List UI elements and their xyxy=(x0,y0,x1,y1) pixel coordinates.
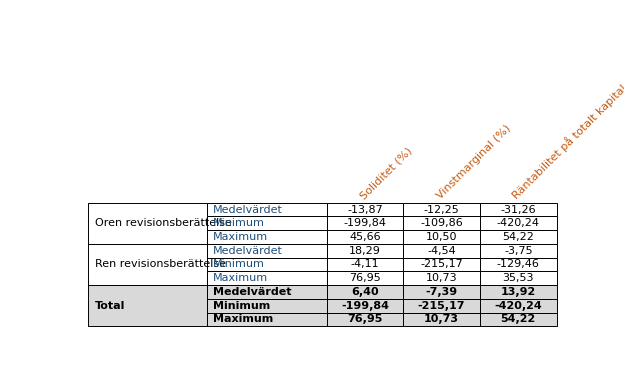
Text: -4,54: -4,54 xyxy=(427,246,456,256)
Bar xyxy=(207,230,327,244)
Text: Medelvärdet: Medelvärdet xyxy=(213,204,283,214)
Text: -7,39: -7,39 xyxy=(426,287,457,297)
Text: 18,29: 18,29 xyxy=(349,246,381,256)
Bar xyxy=(207,285,327,299)
Bar xyxy=(403,244,480,258)
Bar xyxy=(87,244,207,285)
Text: Minimum: Minimum xyxy=(213,260,265,269)
Bar xyxy=(403,285,480,299)
Text: Medelvärdet: Medelvärdet xyxy=(213,246,283,256)
Bar xyxy=(480,230,557,244)
Text: -12,25: -12,25 xyxy=(424,204,459,214)
Bar xyxy=(403,230,480,244)
Text: -4,11: -4,11 xyxy=(351,260,379,269)
Bar xyxy=(87,285,207,326)
Bar xyxy=(403,299,480,313)
Bar xyxy=(480,313,557,326)
Text: 76,95: 76,95 xyxy=(348,314,383,325)
Bar xyxy=(207,244,327,258)
Text: -13,87: -13,87 xyxy=(348,204,383,214)
Text: Oren revisionsberättelse: Oren revisionsberättelse xyxy=(95,218,232,228)
Text: 54,22: 54,22 xyxy=(502,232,534,242)
Text: 10,50: 10,50 xyxy=(426,232,457,242)
Bar xyxy=(207,203,327,216)
Bar xyxy=(207,313,327,326)
Bar xyxy=(403,203,480,216)
Text: Total: Total xyxy=(95,301,125,311)
Bar xyxy=(327,285,403,299)
Bar xyxy=(480,285,557,299)
Text: -199,84: -199,84 xyxy=(341,301,389,311)
Text: Vinstmarginal (%): Vinstmarginal (%) xyxy=(434,123,512,201)
Text: 35,53: 35,53 xyxy=(502,273,534,283)
Text: -3,75: -3,75 xyxy=(504,246,533,256)
Text: -215,17: -215,17 xyxy=(420,260,463,269)
Text: -129,46: -129,46 xyxy=(497,260,540,269)
Bar xyxy=(403,216,480,230)
Bar xyxy=(327,216,403,230)
Bar xyxy=(207,216,327,230)
Text: -420,24: -420,24 xyxy=(497,218,540,228)
Text: Soliditet (%): Soliditet (%) xyxy=(358,145,414,201)
Bar xyxy=(403,258,480,271)
Bar xyxy=(480,216,557,230)
Bar xyxy=(87,203,207,244)
Text: -31,26: -31,26 xyxy=(500,204,536,214)
Text: 10,73: 10,73 xyxy=(424,314,459,325)
Text: Maximum: Maximum xyxy=(213,314,273,325)
Text: Maximum: Maximum xyxy=(213,273,268,283)
Bar xyxy=(403,313,480,326)
Bar xyxy=(327,258,403,271)
Bar xyxy=(207,271,327,285)
Text: Minimum: Minimum xyxy=(213,218,265,228)
Text: 6,40: 6,40 xyxy=(351,287,379,297)
Text: -420,24: -420,24 xyxy=(494,301,542,311)
Text: -199,84: -199,84 xyxy=(344,218,387,228)
Bar xyxy=(403,271,480,285)
Bar xyxy=(207,299,327,313)
Text: Ren revisionsberättelse: Ren revisionsberättelse xyxy=(95,260,226,269)
Text: Minimum: Minimum xyxy=(213,301,271,311)
Text: -109,86: -109,86 xyxy=(420,218,463,228)
Bar xyxy=(480,203,557,216)
Text: 54,22: 54,22 xyxy=(500,314,536,325)
Text: Medelvärdet: Medelvärdet xyxy=(213,287,292,297)
Bar xyxy=(327,313,403,326)
Bar xyxy=(327,230,403,244)
Bar xyxy=(480,258,557,271)
Text: 13,92: 13,92 xyxy=(500,287,536,297)
Bar xyxy=(480,244,557,258)
Text: 10,73: 10,73 xyxy=(426,273,457,283)
Text: 76,95: 76,95 xyxy=(349,273,381,283)
Text: -215,17: -215,17 xyxy=(418,301,466,311)
Bar xyxy=(327,244,403,258)
Text: Räntabilitet på totalt kapital (%): Räntabilitet på totalt kapital (%) xyxy=(510,66,624,201)
Bar xyxy=(480,299,557,313)
Bar xyxy=(327,271,403,285)
Bar xyxy=(207,258,327,271)
Bar xyxy=(480,271,557,285)
Bar xyxy=(327,203,403,216)
Text: 45,66: 45,66 xyxy=(349,232,381,242)
Bar xyxy=(327,299,403,313)
Text: Maximum: Maximum xyxy=(213,232,268,242)
